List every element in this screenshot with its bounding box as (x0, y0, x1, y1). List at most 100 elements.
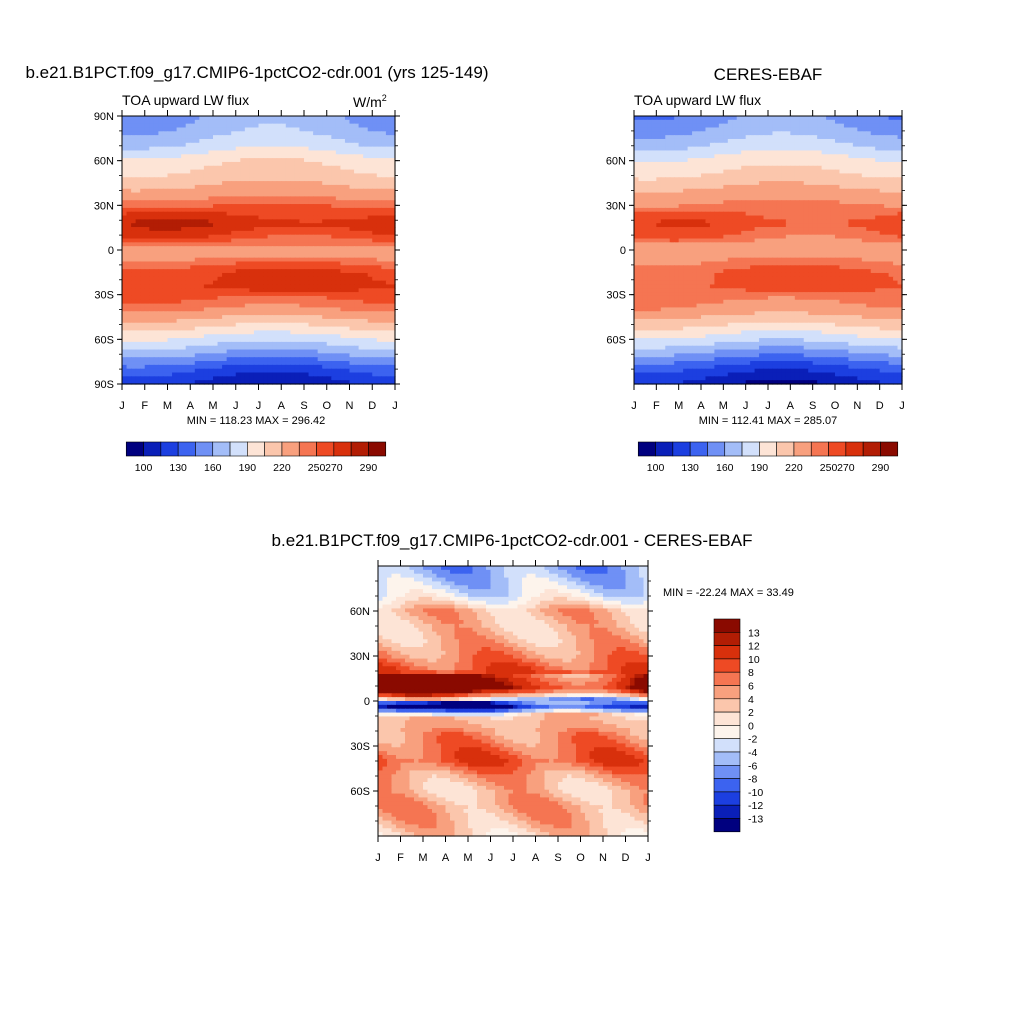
field-cell (217, 303, 223, 309)
field-cell (181, 138, 187, 144)
field-cell (281, 357, 287, 362)
field-cell (190, 330, 196, 335)
field-cell (235, 150, 241, 155)
field-cell (299, 192, 305, 197)
field-cell (344, 326, 351, 331)
field-cell (140, 223, 146, 228)
field-cell (340, 380, 346, 385)
field-cell (167, 361, 173, 366)
field-cell (372, 230, 378, 236)
field-cell (317, 207, 323, 213)
field-cell (213, 158, 219, 163)
field-cell (665, 131, 671, 136)
field-cell (258, 288, 264, 293)
field-cell (167, 215, 173, 220)
field-cell (231, 276, 237, 282)
field-cell (290, 349, 296, 354)
field-cell (213, 196, 219, 201)
field-cell (213, 165, 219, 171)
field-cell (222, 230, 228, 236)
field-cell (308, 364, 314, 370)
field-cell (299, 276, 305, 282)
field-cell (308, 368, 314, 374)
field-cell (776, 119, 782, 125)
field-cell (258, 196, 264, 201)
field-cell (244, 146, 250, 152)
field-cell (217, 280, 223, 286)
field-cell (340, 184, 346, 190)
field-cell (349, 181, 355, 186)
field-cell (381, 338, 387, 343)
field-cell (140, 154, 146, 159)
field-cell (313, 219, 319, 224)
field-cell (181, 142, 187, 148)
field-cell (222, 257, 228, 263)
field-cell (281, 165, 287, 171)
field-cell (709, 142, 715, 148)
field-cell (199, 146, 205, 152)
field-cell (385, 219, 392, 224)
field-cell (763, 123, 769, 129)
field-cell (190, 215, 196, 220)
field-cell (340, 207, 346, 213)
field-cell (665, 116, 671, 121)
field-cell (358, 372, 364, 377)
field-cell (322, 165, 328, 171)
field-cell (358, 207, 364, 213)
field-cell (158, 257, 164, 263)
field-cell (331, 242, 337, 247)
field-cell (222, 127, 228, 132)
field-cell (768, 146, 774, 152)
field-cell (131, 269, 137, 274)
field-cell (363, 150, 369, 155)
field-cell (194, 142, 200, 148)
field-cell (888, 123, 894, 129)
field-cell (331, 288, 337, 293)
field-cell (158, 380, 164, 385)
field-cell (276, 161, 282, 167)
field-cell (790, 138, 796, 144)
field-cell (276, 135, 282, 140)
field-cell (258, 353, 264, 358)
field-cell (140, 372, 146, 377)
field-cell (683, 138, 689, 144)
field-cell (190, 349, 196, 354)
field-cell (162, 361, 169, 366)
field-cell (226, 334, 232, 339)
field-cell (126, 161, 132, 167)
field-cell (745, 154, 751, 159)
field-cell (647, 138, 653, 144)
field-cell (340, 361, 346, 366)
field-cell (331, 119, 337, 125)
field-cell (367, 242, 373, 247)
field-cell (144, 307, 150, 312)
field-cell (285, 204, 291, 209)
field-cell (149, 253, 155, 259)
field-cell (349, 364, 355, 370)
field-cell (222, 368, 228, 374)
field-cell (190, 227, 196, 232)
field-cell (167, 219, 173, 224)
field-cell (222, 250, 228, 255)
field-cell (162, 357, 169, 362)
field-cell (358, 330, 364, 335)
field-cell (381, 322, 387, 328)
field-cell (363, 257, 369, 263)
field-cell (213, 380, 219, 385)
field-cell (322, 303, 328, 309)
field-cell (240, 119, 246, 125)
field-cell (235, 119, 241, 125)
field-cell (660, 116, 666, 121)
field-cell (240, 376, 246, 381)
field-cell (122, 272, 128, 278)
field-cell (299, 257, 305, 263)
field-cell (131, 123, 137, 129)
field-cell (235, 238, 241, 243)
field-cell (354, 253, 360, 259)
field-cell (322, 261, 328, 266)
field-cell (376, 142, 382, 148)
field-cell (390, 177, 396, 182)
field-cell (285, 288, 291, 293)
field-cell (317, 234, 323, 240)
field-cell (290, 188, 296, 194)
